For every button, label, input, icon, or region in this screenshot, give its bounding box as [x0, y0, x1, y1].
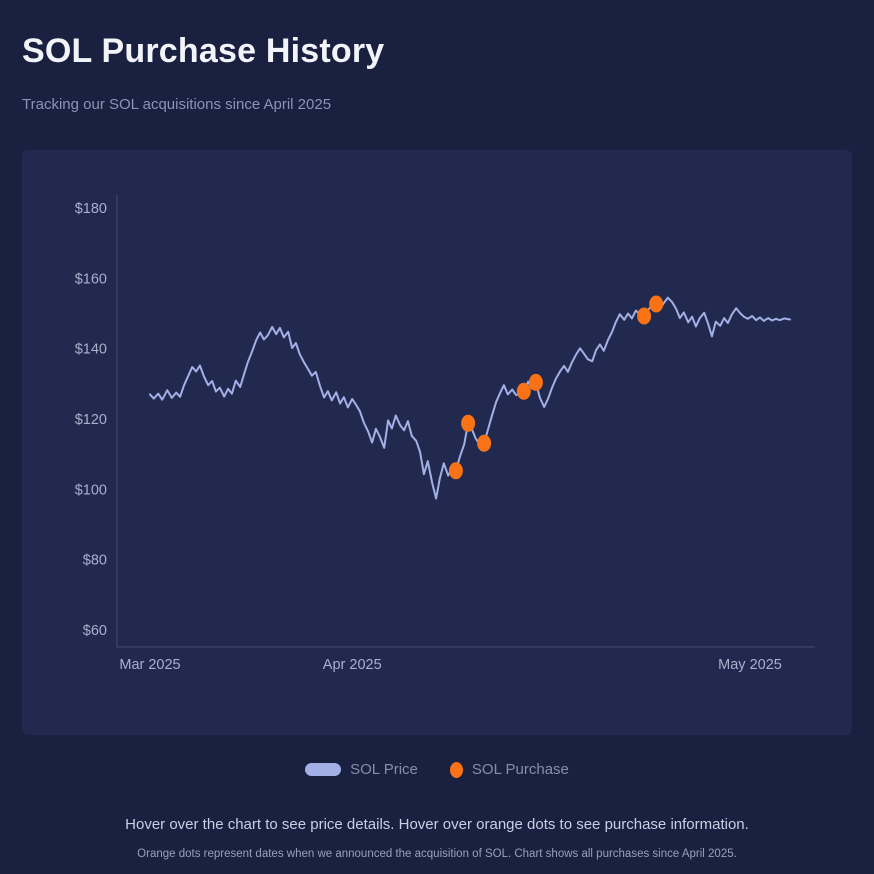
purchase-dot[interactable]	[528, 373, 543, 391]
chart-legend: SOL Price SOL Purchase	[0, 761, 874, 778]
purchase-dot[interactable]	[448, 462, 463, 480]
y-tick-label: $100	[75, 482, 107, 498]
sol-price-line[interactable]	[149, 296, 791, 500]
sol-price-legend-label: SOL Price	[350, 761, 418, 778]
x-tick-label: Apr 2025	[323, 657, 382, 673]
legend-item-sol-price: SOL Price	[305, 761, 418, 778]
purchase-dot[interactable]	[516, 382, 531, 400]
page-subtitle: Tracking our SOL acquisitions since Apri…	[22, 96, 332, 113]
legend-item-sol-purchase: SOL Purchase	[449, 761, 569, 778]
purchase-dot[interactable]	[649, 295, 664, 313]
y-tick-label: $80	[83, 553, 107, 569]
chart-card: $180 $160 $140 $120 $100 $80 $60 Mar 2025 Apr 20…	[22, 150, 852, 735]
y-tick-label: $160	[75, 271, 107, 287]
purchase-dot[interactable]	[477, 434, 492, 452]
x-tick-label: May 2025	[718, 657, 782, 673]
purchase-dot[interactable]	[637, 307, 652, 325]
sol-purchase-swatch	[449, 761, 463, 778]
y-tick-label: $60	[83, 623, 107, 639]
sol-purchase-legend-label: SOL Purchase	[471, 761, 569, 778]
y-tick-label: $140	[75, 342, 107, 358]
sol-price-swatch	[305, 763, 342, 776]
y-tick-label: $120	[75, 412, 107, 428]
page-title: SOL Purchase History	[22, 32, 385, 70]
purchase-note-text: Orange dots represent dates when we anno…	[137, 848, 737, 860]
header: SOL Purchase History Tracking our SOL ac…	[0, 0, 874, 113]
price-chart[interactable]: $180 $160 $140 $120 $100 $80 $60 Mar 2025 Apr 20…	[22, 150, 852, 735]
hover-hint-text: Hover over the chart to see price detail…	[125, 816, 749, 833]
y-tick-label: $180	[75, 201, 107, 217]
purchase-dot[interactable]	[461, 414, 476, 432]
x-tick-label: Mar 2025	[119, 657, 180, 673]
